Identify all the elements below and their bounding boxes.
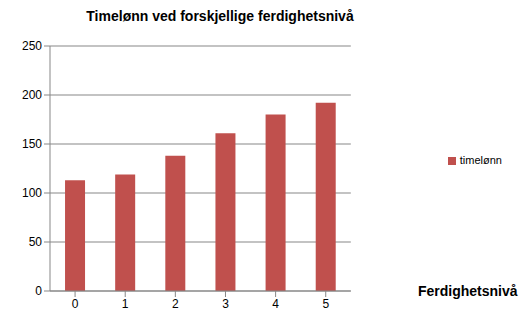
svg-text:100: 100 [22, 186, 42, 200]
svg-text:0: 0 [35, 284, 42, 298]
svg-text:0: 0 [72, 297, 79, 311]
svg-text:200: 200 [22, 88, 42, 102]
svg-text:1: 1 [122, 297, 129, 311]
svg-text:50: 50 [29, 235, 43, 249]
svg-text:150: 150 [22, 137, 42, 151]
svg-text:250: 250 [22, 39, 42, 53]
svg-text:4: 4 [272, 297, 279, 311]
svg-text:2: 2 [172, 297, 179, 311]
html-text:Ferdighetsnivå: Ferdighetsnivå [418, 283, 518, 299]
html-text:timelønn: timelønn [459, 154, 502, 166]
svg-text:5: 5 [322, 297, 329, 311]
svg-text:3: 3 [222, 297, 229, 311]
html-text:Timelønn ved forskjellige ferd: Timelønn ved forskjellige ferdighetsnivå [86, 8, 354, 24]
